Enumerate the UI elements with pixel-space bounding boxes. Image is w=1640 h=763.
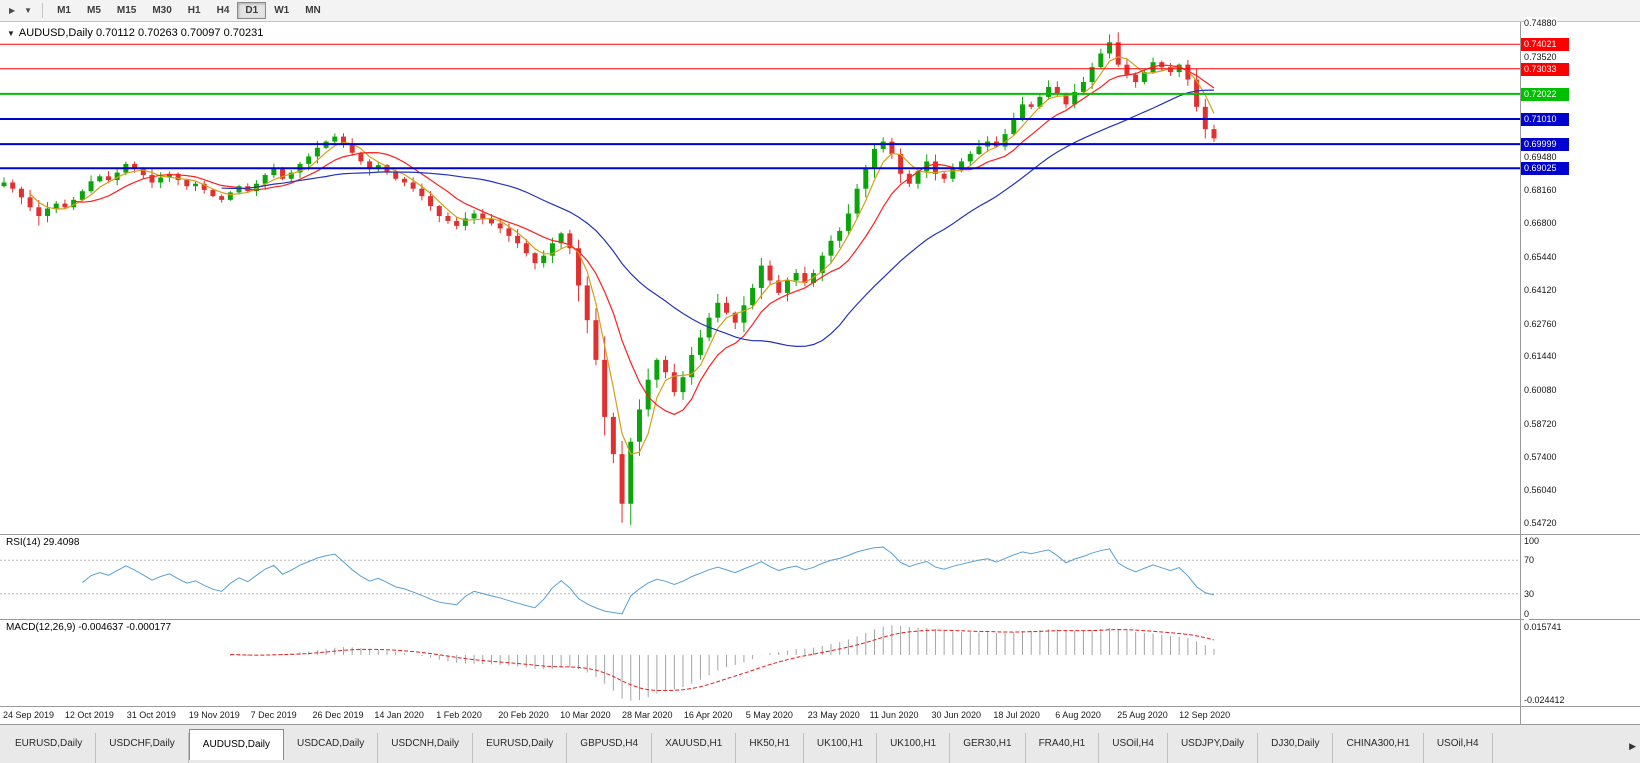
macd-axis-label: -0.024412 bbox=[1524, 694, 1565, 706]
rsi-plot bbox=[0, 546, 1520, 615]
price-axis-tick: 0.64120 bbox=[1524, 284, 1557, 296]
chart-tab-uk100-h1[interactable]: UK100,H1 bbox=[804, 733, 878, 763]
date-axis-label: 10 Mar 2020 bbox=[560, 710, 611, 720]
date-axis-label: 11 Jun 2020 bbox=[869, 710, 919, 720]
price-axis-tick: 0.74880 bbox=[1524, 17, 1557, 29]
price-axis-tick: 0.61440 bbox=[1524, 350, 1557, 362]
timeframe-button-h4[interactable]: H4 bbox=[216, 5, 230, 16]
date-axis-label: 24 Sep 2019 bbox=[3, 710, 55, 720]
date-axis-label: 18 Jul 2020 bbox=[993, 710, 1040, 720]
hline-price-tag[interactable]: 0.74021 bbox=[1521, 38, 1569, 51]
macd-signal-line bbox=[230, 629, 1215, 692]
timeframe-buttons: M1 M5 M15 M30 H1 H4 D1 W1 MN bbox=[49, 2, 329, 19]
date-axis-label: 7 Dec 2019 bbox=[250, 710, 297, 720]
date-axis-label: 20 Feb 2020 bbox=[498, 710, 549, 720]
chart-background bbox=[0, 22, 1640, 724]
price-axis-tick: 0.54720 bbox=[1524, 517, 1557, 529]
price-axis-tick: 0.57400 bbox=[1524, 451, 1557, 463]
date-axis-label: 31 Oct 2019 bbox=[126, 710, 176, 720]
pane-separators bbox=[0, 22, 1640, 724]
date-axis-label: 14 Jan 2020 bbox=[374, 710, 424, 720]
rsi-axis-label: 100 bbox=[1524, 535, 1540, 547]
date-axis-label: 26 Dec 2019 bbox=[312, 710, 364, 720]
price-axis-tick: 0.56040 bbox=[1524, 484, 1557, 496]
chart-tab-gbpusd-h4[interactable]: GBPUSD,H4 bbox=[567, 733, 653, 763]
price-axis-tick: 0.65440 bbox=[1524, 251, 1557, 263]
chart-tab-china300-h1[interactable]: CHINA300,H1 bbox=[1333, 733, 1424, 763]
macd-plot bbox=[229, 625, 1215, 701]
price-axis-tick: 0.66800 bbox=[1524, 217, 1557, 229]
toolbar-separator bbox=[42, 3, 44, 18]
moving-average-lines bbox=[29, 56, 1215, 455]
date-axis-label: 30 Jun 2020 bbox=[931, 710, 982, 720]
price-axis-tick: 0.58720 bbox=[1524, 418, 1557, 430]
date-axis-label: 25 Aug 2020 bbox=[1117, 710, 1168, 720]
chart-tab-usdjpy-daily[interactable]: USDJPY,Daily bbox=[1168, 733, 1259, 763]
chart-tab-ger30-h1[interactable]: GER30,H1 bbox=[950, 733, 1026, 763]
tab-scroll-right-icon[interactable]: ▶ bbox=[1629, 741, 1636, 751]
date-axis-label: 28 Mar 2020 bbox=[622, 710, 673, 720]
date-axis-label: 12 Sep 2020 bbox=[1179, 710, 1231, 720]
chart-tab-eurusd-daily[interactable]: EURUSD,Daily bbox=[473, 733, 568, 763]
chart-tab-xauusd-h1[interactable]: XAUUSD,H1 bbox=[652, 733, 737, 763]
rsi-indicator-label: RSI(14) 29.4098 bbox=[6, 537, 80, 548]
hline-price-tag[interactable]: 0.72022 bbox=[1521, 88, 1569, 101]
chart-ohlc-values: 0.70112 0.70263 0.70097 0.70231 bbox=[95, 27, 264, 39]
timeframe-button-h1[interactable]: H1 bbox=[187, 5, 201, 16]
chart-tab-dj30-daily[interactable]: DJ30,Daily bbox=[1258, 733, 1334, 763]
rsi-axis-label: 30 bbox=[1524, 588, 1535, 600]
timeframe-button-mn[interactable]: MN bbox=[305, 5, 321, 16]
hline-price-tag[interactable]: 0.73033 bbox=[1521, 63, 1569, 76]
chart-symbol-label: AUDUSD,Daily bbox=[18, 27, 93, 39]
timeframe-toolbar: ▶ ▼ M1 M5 M15 M30 H1 H4 D1 W1 MN bbox=[0, 0, 1640, 22]
date-axis-label: 5 May 2020 bbox=[745, 710, 793, 720]
support-resistance-lines[interactable] bbox=[0, 43, 1520, 170]
chart-tab-uk100-h1[interactable]: UK100,H1 bbox=[877, 733, 951, 763]
timeframe-button-m15[interactable]: M15 bbox=[116, 5, 137, 16]
date-axis-label: 12 Oct 2019 bbox=[64, 710, 114, 720]
chart-tab-usoil-h4[interactable]: USOil,H4 bbox=[1424, 733, 1493, 763]
chart-tab-usdcad-daily[interactable]: USDCAD,Daily bbox=[284, 733, 379, 763]
price-axis-tick: 0.68160 bbox=[1524, 184, 1557, 196]
timeframe-button-m30[interactable]: M30 bbox=[152, 5, 172, 16]
collapse-triangle-icon[interactable]: ▼ bbox=[7, 29, 15, 38]
price-axis-tick: 0.73520 bbox=[1524, 51, 1557, 63]
hline-price-tag[interactable]: 0.69999 bbox=[1521, 138, 1569, 151]
price-axis-tick: 0.62760 bbox=[1524, 318, 1557, 330]
date-axis-label: 1 Feb 2020 bbox=[436, 710, 482, 720]
chart-tab-fra40-h1[interactable]: FRA40,H1 bbox=[1026, 733, 1100, 763]
date-axis-label: 16 Apr 2020 bbox=[683, 710, 733, 720]
date-axis-label: 19 Nov 2019 bbox=[188, 710, 240, 720]
date-axis-label: 6 Aug 2020 bbox=[1055, 710, 1101, 720]
macd-indicator-label: MACD(12,26,9) -0.004637 -0.000177 bbox=[6, 622, 172, 633]
timeframe-button-m1[interactable]: M1 bbox=[57, 5, 71, 16]
timeframe-button-w1[interactable]: W1 bbox=[274, 5, 290, 16]
chart-tab-usoil-h4[interactable]: USOil,H4 bbox=[1099, 733, 1168, 763]
date-axis-label: 23 May 2020 bbox=[807, 710, 860, 720]
chart-tabs: EURUSD,Daily USDCHF,Daily AUDUSD,Daily USDC… bbox=[2, 729, 1493, 763]
chart-tab-audusd-daily[interactable]: AUDUSD,Daily bbox=[188, 729, 285, 760]
chart-tab-usdcnh-daily[interactable]: USDCNH,Daily bbox=[378, 733, 474, 763]
cursor-arrow-icon[interactable]: ▶ bbox=[9, 6, 16, 15]
chart-title: ▼ AUDUSD,Daily 0.70112 0.70263 0.70097 0.… bbox=[7, 27, 263, 39]
chart-tab-hk50-h1[interactable]: HK50,H1 bbox=[736, 733, 804, 763]
price-axis-tick: 0.69480 bbox=[1524, 151, 1557, 163]
price-axis-tick: 0.60080 bbox=[1524, 384, 1557, 396]
rsi-axis-label: 0 bbox=[1524, 608, 1530, 620]
chart-canvas[interactable] bbox=[0, 22, 1640, 724]
chart-window: ▼ AUDUSD,Daily 0.70112 0.70263 0.70097 0.… bbox=[0, 17, 1640, 724]
chart-tab-eurusd-daily[interactable]: EURUSD,Daily bbox=[2, 733, 97, 763]
dropdown-arrow-icon[interactable]: ▼ bbox=[24, 6, 33, 15]
timeframe-button-m5[interactable]: M5 bbox=[86, 5, 101, 16]
rsi-line bbox=[82, 546, 1215, 615]
chart-tab-bar: EURUSD,Daily USDCHF,Daily AUDUSD,Daily USDC… bbox=[0, 724, 1640, 763]
rsi-axis-label: 70 bbox=[1524, 554, 1535, 566]
timeframe-button-d1[interactable]: D1 bbox=[237, 2, 267, 19]
chart-tab-usdchf-daily[interactable]: USDCHF,Daily bbox=[96, 733, 189, 763]
hline-price-tag[interactable]: 0.69025 bbox=[1521, 162, 1569, 175]
hline-price-tag[interactable]: 0.71010 bbox=[1521, 113, 1569, 126]
macd-axis-label: 0.015741 bbox=[1524, 621, 1562, 633]
